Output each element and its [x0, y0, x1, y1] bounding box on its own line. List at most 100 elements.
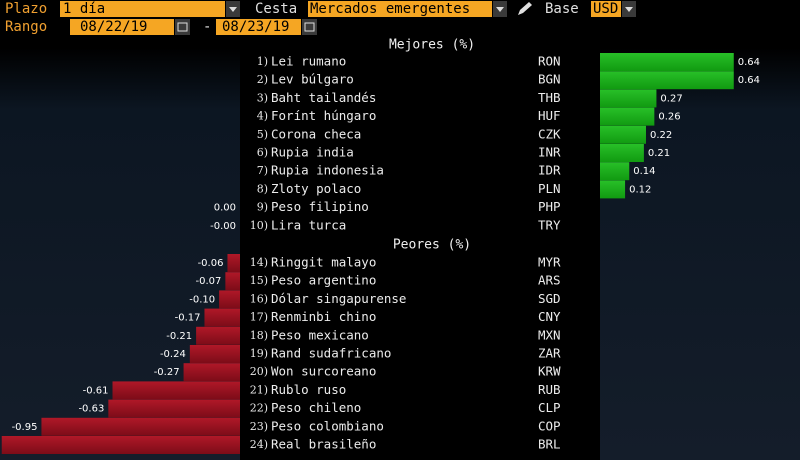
start-date: 08/22/19 — [80, 19, 147, 35]
currency-name[interactable]: Won surcoreano — [271, 364, 376, 379]
currency-code: CZK — [538, 126, 561, 141]
value-label: -0.00 — [210, 221, 236, 232]
rank: 22) — [250, 402, 268, 415]
rank: 9) — [257, 201, 268, 214]
currency-name[interactable]: Peso argentino — [271, 273, 376, 288]
currency-code: PHP — [538, 199, 561, 214]
currency-code: CLP — [538, 400, 561, 415]
currency-name[interactable]: Renminbi chino — [271, 309, 376, 324]
bar — [225, 272, 240, 291]
currency-name[interactable]: Peso chileno — [271, 400, 361, 415]
value-label: -0.21 — [166, 331, 192, 342]
rank: 6) — [257, 146, 268, 159]
currency-code: KRW — [538, 364, 561, 379]
value-label: -0.61 — [83, 385, 109, 396]
bar — [1, 436, 240, 454]
currency-code: TRY — [538, 217, 561, 232]
rank: 7) — [257, 164, 268, 177]
plazo-field[interactable] — [60, 1, 225, 17]
currency-code: INR — [538, 145, 561, 160]
base-label: Base — [545, 1, 579, 17]
currency-name[interactable]: Forínt húngaro — [271, 108, 376, 123]
currency-name[interactable]: Peso filipino — [271, 199, 369, 214]
value-label: 0.12 — [629, 184, 651, 195]
currency-code: BRL — [538, 437, 561, 452]
currency-name[interactable]: Ringgit malayo — [271, 255, 376, 270]
currency-code: RUB — [538, 382, 561, 397]
currency-code: IDR — [538, 163, 561, 178]
currency-code: PLN — [538, 181, 561, 196]
currency-name[interactable]: Lev búlgaro — [271, 72, 354, 87]
value-label: 0.26 — [658, 112, 680, 123]
start-calendar[interactable] — [175, 19, 190, 35]
rank: 5) — [257, 128, 268, 141]
currency-name[interactable]: Peso colombiano — [271, 418, 384, 433]
base-value: USD — [593, 1, 618, 17]
bar — [189, 345, 240, 363]
bar — [196, 326, 240, 345]
edit-icon[interactable] — [518, 2, 532, 15]
rango-label: Rango — [5, 19, 47, 35]
bar — [183, 363, 240, 382]
calendar-icon — [177, 22, 188, 32]
value-label: 0.27 — [660, 93, 682, 104]
cesta-field[interactable] — [308, 1, 492, 17]
calendar-icon — [304, 22, 315, 32]
dropdown-arrow — [229, 7, 237, 12]
rank: 8) — [257, 182, 268, 195]
currency-name[interactable]: Rupia india — [271, 145, 354, 160]
bar — [41, 417, 241, 436]
start-field[interactable] — [70, 19, 174, 35]
rank: 1) — [257, 55, 268, 68]
bar — [600, 162, 630, 181]
bar — [600, 125, 646, 144]
currency-name[interactable]: Lei rumano — [271, 54, 346, 69]
currency-name[interactable]: Rublo ruso — [271, 382, 346, 397]
currency-code: MYR — [538, 255, 561, 270]
value-label: 0.64 — [738, 57, 760, 68]
rank: 19) — [250, 347, 268, 360]
currency-name[interactable]: Peso mexicano — [271, 327, 369, 342]
bar — [600, 107, 655, 126]
currency-code: COP — [538, 418, 561, 433]
currency-code: MXN — [538, 327, 561, 342]
end-date: 08/23/19 — [222, 19, 289, 35]
rank: 3) — [257, 91, 268, 104]
bar — [600, 144, 644, 162]
currency-name[interactable]: Lira turca — [271, 217, 346, 232]
rank: 17) — [250, 311, 268, 324]
rank: 23) — [250, 420, 268, 433]
bar — [600, 89, 657, 108]
end-calendar[interactable] — [302, 19, 317, 35]
cesta-label: Cesta — [255, 1, 297, 17]
end-field[interactable] — [216, 19, 301, 35]
currency-code: ARS — [538, 273, 561, 288]
currency-name[interactable]: Zloty polaco — [271, 181, 361, 196]
currency-name[interactable]: Dólar singapurense — [271, 291, 406, 306]
currency-code: RON — [538, 54, 561, 69]
value-label: 0.22 — [650, 130, 672, 141]
currency-name[interactable]: Corona checa — [271, 126, 361, 141]
plazo-value: 1 día — [63, 1, 105, 17]
currency-name[interactable]: Baht tailandés — [271, 90, 376, 105]
rank: 4) — [257, 110, 268, 123]
currency-code: SGD — [538, 291, 561, 306]
rank: 20) — [250, 365, 268, 378]
value-label: -0.24 — [160, 349, 186, 360]
rank: 10) — [250, 219, 268, 232]
currency-name[interactable]: Rupia indonesia — [271, 163, 384, 178]
value-label: -0.06 — [198, 258, 224, 269]
currency-name[interactable]: Real brasileño — [271, 437, 376, 452]
currency-code: ZAR — [538, 346, 561, 361]
base-field[interactable] — [591, 1, 621, 17]
currency-code: CNY — [538, 309, 561, 324]
rank: 15) — [250, 274, 268, 287]
currency-name[interactable]: Rand sudafricano — [271, 346, 391, 361]
cesta-value: Mercados emergentes — [310, 1, 470, 17]
value-label: 0.14 — [633, 166, 655, 177]
plazo-label: Plazo — [5, 1, 47, 17]
bar — [600, 180, 626, 199]
rank: 2) — [257, 73, 268, 86]
value-label: -0.27 — [154, 367, 180, 378]
